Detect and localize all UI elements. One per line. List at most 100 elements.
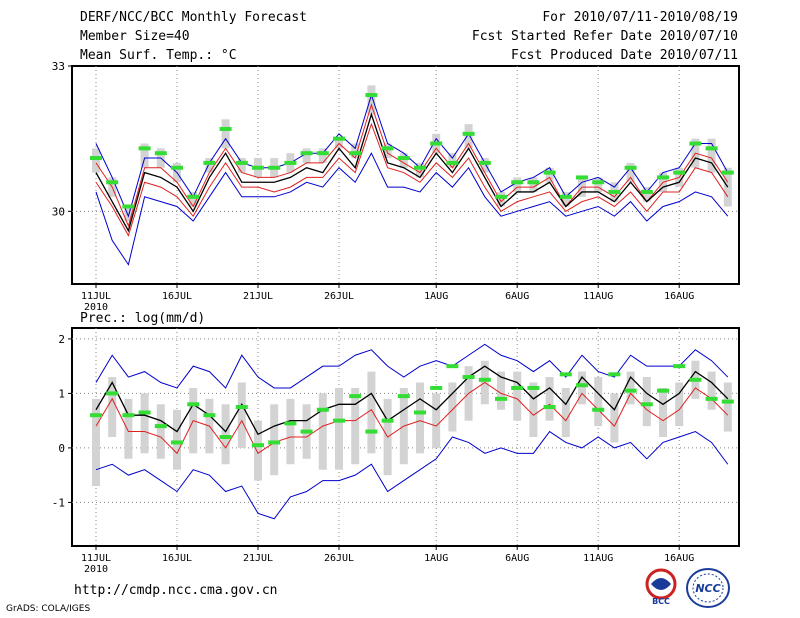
box-bar (545, 167, 554, 183)
median-marker (657, 175, 669, 180)
median-marker (673, 364, 686, 369)
box-bar (432, 393, 441, 448)
y-tick-label: 30 (52, 205, 65, 218)
box-bar (464, 124, 473, 149)
x-tick-label: 11AUG (583, 553, 613, 564)
box-bar (335, 387, 343, 470)
box-bar (351, 387, 360, 465)
median-marker (235, 405, 248, 410)
median-marker (138, 410, 151, 415)
median-marker (446, 160, 459, 165)
panel-title: Prec.: log(mm/d) (80, 311, 205, 326)
median-marker (689, 377, 702, 382)
median-marker (721, 170, 734, 175)
median-marker (397, 156, 410, 161)
median-marker (559, 372, 572, 377)
median-marker (495, 194, 507, 199)
median-marker (414, 165, 426, 170)
x-tick-label: 11JUL (81, 553, 111, 564)
median-marker (284, 160, 297, 165)
box-bar (594, 377, 603, 427)
median-marker (268, 165, 281, 170)
y-tick-label: 33 (52, 60, 65, 73)
panel-frame (71, 327, 740, 547)
x-tick-label: 21JUL (243, 553, 273, 564)
header-start-date: Fcst Started Refer Date 2010/07/10 (471, 29, 738, 44)
ensemble-mean-line (95, 112, 729, 233)
ensemble-min-line (95, 152, 729, 266)
median-marker (187, 194, 200, 199)
header-title: DERF/NCC/BCC Monthly Forecast (80, 10, 307, 25)
median-marker (316, 407, 329, 412)
bcc-logo-text: BCC (652, 597, 670, 606)
box-bar (561, 387, 570, 437)
x-tick-label: 6AUG (505, 553, 529, 564)
box-bar (497, 191, 505, 207)
x-tick-label: 16JUL (162, 291, 192, 302)
median-marker (462, 375, 475, 380)
box-bar (367, 85, 376, 115)
box-bar (383, 143, 392, 159)
y-tick-label: -1 (52, 496, 65, 509)
x-tick-label: 11AUG (583, 291, 613, 302)
median-marker (624, 165, 637, 170)
box-bar (221, 119, 230, 149)
panel-frame (71, 65, 740, 285)
box-bar (140, 143, 149, 168)
median-marker (90, 413, 102, 418)
box-bar (626, 371, 635, 405)
x-tick-label: 6AUG (505, 291, 529, 302)
median-marker (705, 146, 718, 151)
x-tick-label: 21JUL (243, 291, 273, 302)
median-marker (365, 93, 378, 98)
median-marker (171, 165, 183, 170)
median-marker (640, 189, 653, 194)
median-marker (495, 396, 507, 401)
box-bar (108, 377, 117, 437)
median-marker (657, 388, 669, 393)
median-marker (90, 156, 102, 161)
box-bar (270, 404, 279, 476)
x-tick-year: 2010 (84, 302, 108, 313)
median-marker (478, 160, 491, 165)
spread-lower-line (95, 381, 729, 455)
median-marker (349, 151, 362, 156)
footer-url[interactable]: http://cmdp.ncc.cma.gov.cn (74, 583, 278, 598)
median-marker (576, 383, 588, 388)
median-marker (187, 402, 200, 407)
median-marker (349, 394, 362, 399)
box-bar (237, 382, 246, 448)
y-tick-label: 2 (58, 333, 65, 346)
box-bar (642, 187, 651, 202)
median-marker (430, 385, 443, 390)
x-tick-label: 1AUG (424, 291, 448, 302)
box-bar (497, 371, 505, 410)
median-marker (268, 440, 281, 445)
box-bar (318, 393, 327, 470)
x-tick-label: 26JUL (324, 291, 354, 302)
box-bar (221, 404, 230, 465)
median-marker (511, 180, 524, 185)
x-tick-label: 16JUL (162, 553, 192, 564)
box-bar (92, 398, 100, 487)
box-bar (189, 191, 198, 207)
x-tick-label: 11JUL (81, 291, 111, 302)
box-bar (610, 393, 619, 443)
box-bar (626, 162, 635, 183)
median-marker (689, 141, 702, 146)
panel-2: -1 0 1 2 11JUL 16JUL 21JUL 26JUL 1AUG 6AUG 11AUG 16… (52, 311, 740, 575)
median-marker (122, 413, 135, 418)
footer-grads: GrADS: COLA/IGES (6, 604, 91, 614)
median-marker (414, 410, 426, 415)
median-marker (106, 180, 119, 185)
x-tick-label: 26JUL (324, 553, 354, 564)
box-bar (561, 191, 570, 207)
box-bar (529, 177, 538, 192)
median-marker (543, 405, 556, 410)
ncc-logo: NCC (686, 568, 730, 608)
box-bar (399, 153, 408, 168)
median-marker (300, 151, 313, 156)
median-marker (203, 413, 216, 418)
spread-upper-line (95, 103, 729, 228)
